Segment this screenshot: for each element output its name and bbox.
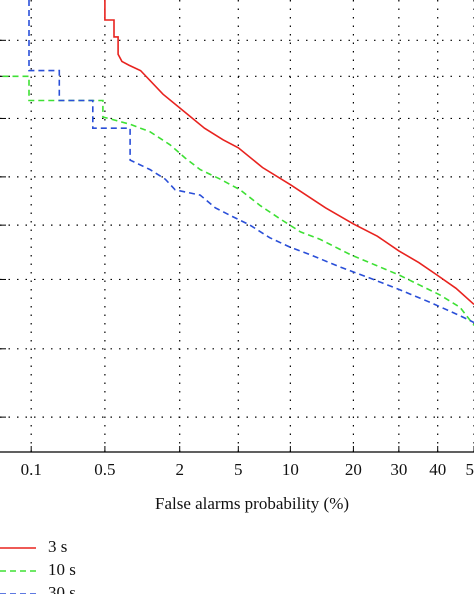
legend-label: 10 s (48, 560, 76, 579)
x-tick-label: 2 (175, 460, 184, 479)
x-tick-label: 0.1 (21, 460, 42, 479)
x-tick-label: 40 (429, 460, 446, 479)
x-tick-label: 10 (282, 460, 299, 479)
x-axis-label: False alarms probability (%) (155, 494, 349, 513)
data-line (104, 0, 474, 305)
data-line (28, 0, 474, 324)
data-line (2, 75, 474, 326)
legend-label: 30 s (48, 583, 76, 594)
x-tick-label: 50 (466, 460, 474, 479)
x-tick-label: 30 (390, 460, 407, 479)
x-tick-label: 0.5 (94, 460, 115, 479)
x-tick-label: 5 (234, 460, 243, 479)
x-tick-label: 20 (345, 460, 362, 479)
legend-label: 3 s (48, 537, 67, 556)
